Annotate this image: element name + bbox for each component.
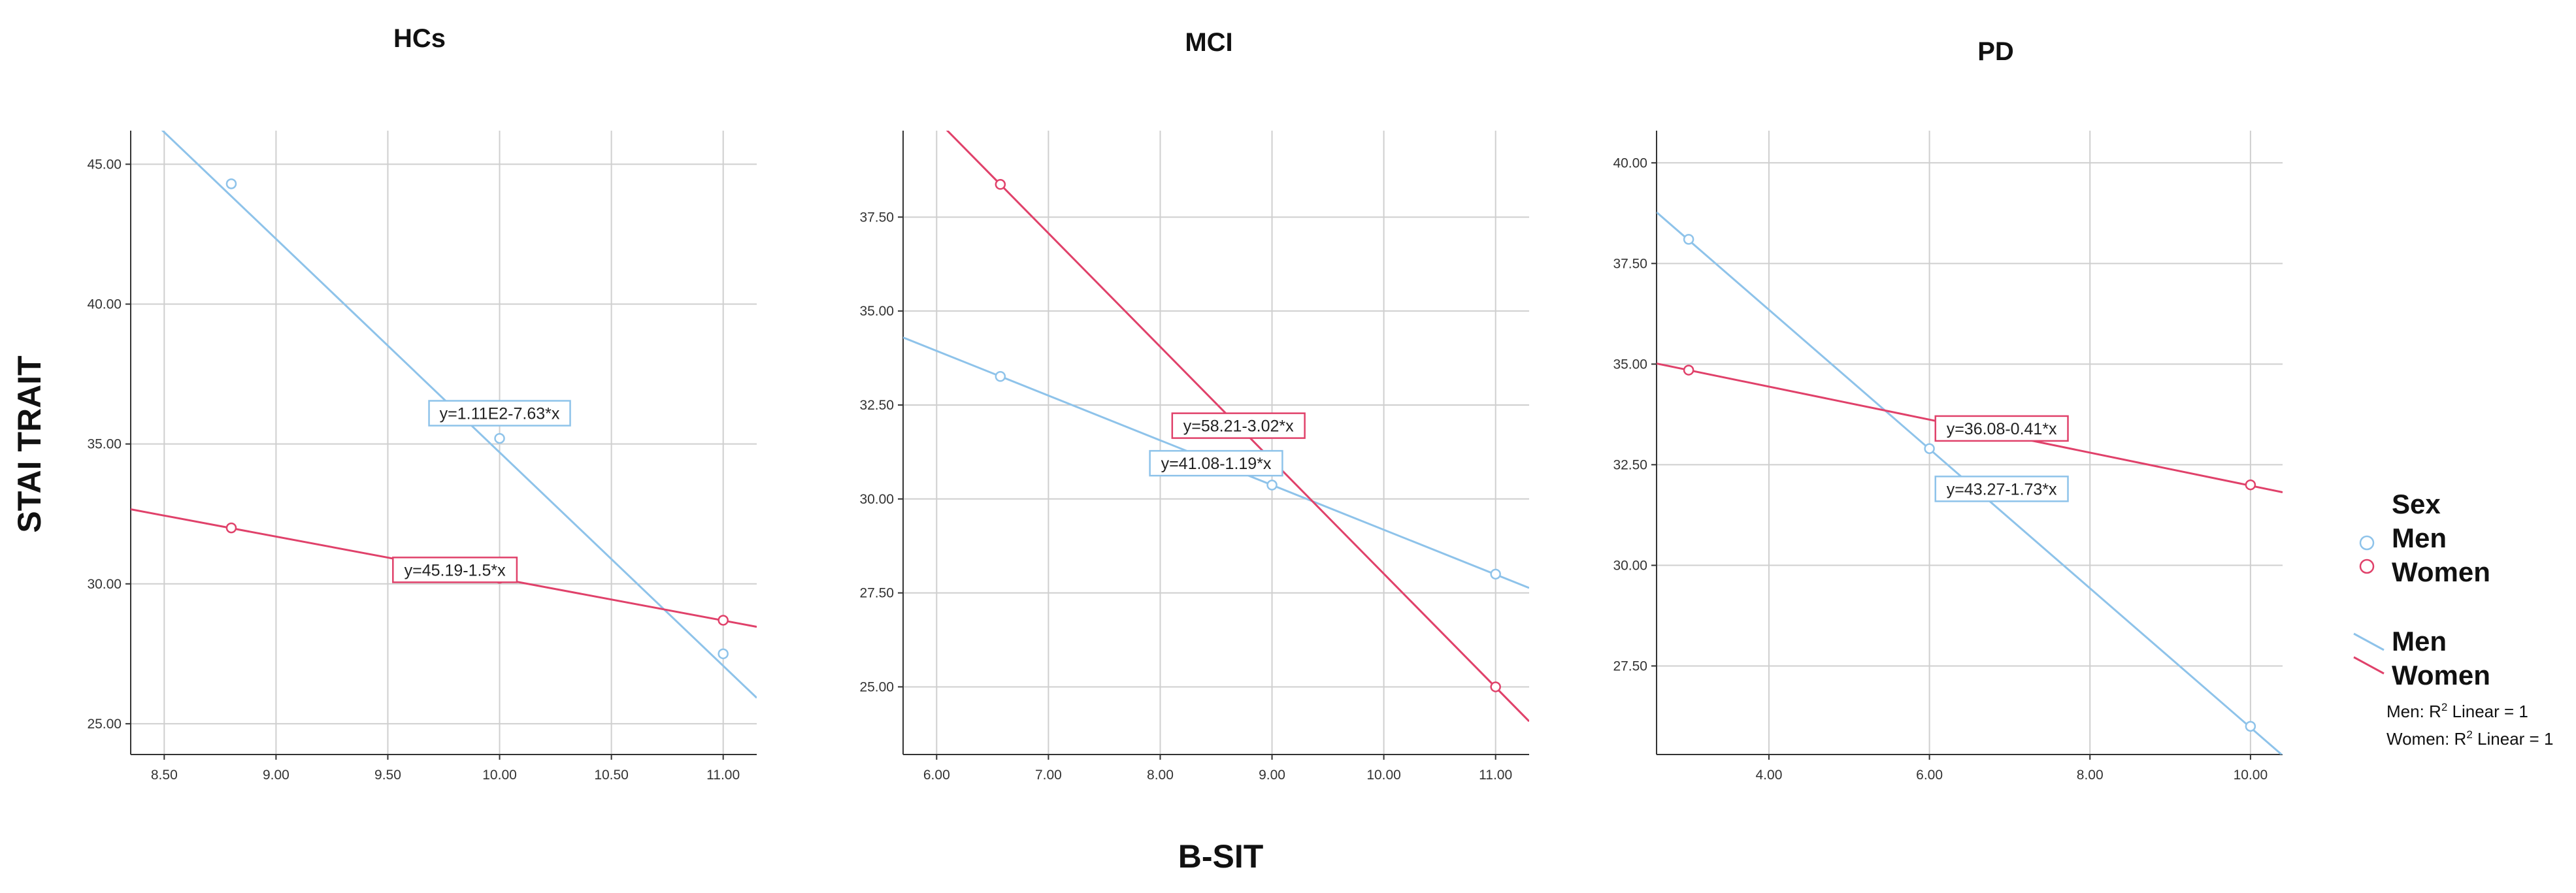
x-tick-label-pd: 4.00 (1756, 768, 1783, 783)
data-point-women-hcs (718, 615, 729, 626)
data-point-men-pd (1924, 443, 1935, 454)
equation-label-men-pd: y=43.27-1.73*x (1947, 480, 2057, 498)
data-point-men-hcs (718, 648, 729, 660)
y-tick-label-pd: 37.50 (1613, 256, 1647, 271)
data-point-women-mci (995, 179, 1006, 190)
y-tick-label-pd: 32.50 (1613, 457, 1647, 472)
x-tick-label-hcs: 8.50 (151, 768, 178, 783)
data-point-men-hcs (494, 432, 505, 444)
y-tick-label-mci: 32.50 (859, 398, 894, 413)
equation-box-women-pd (1934, 415, 2069, 442)
data-point-men-hcs (225, 178, 237, 189)
panels: HCs 8.50 9.00 9.50 10.00 10.50 11.00 25.00 30.00… (87, 24, 2283, 783)
data-point-women-pd (2245, 479, 2256, 491)
y-tick-label-pd: 35.00 (1613, 357, 1647, 372)
x-tick-label-hcs: 9.00 (263, 768, 289, 783)
y-tick-label-pd: 30.00 (1613, 558, 1647, 573)
y-tick-label-hcs: 40.00 (87, 297, 122, 312)
y-tick-label-pd: 40.00 (1613, 155, 1647, 170)
x-tick-label-hcs: 9.50 (374, 768, 401, 783)
legend-marker-women-icon (2359, 559, 2375, 574)
legend-line-women-icon (2353, 656, 2385, 675)
panel-title-hcs: HCs (393, 24, 446, 53)
x-tick-label-hcs: 10.00 (482, 768, 517, 783)
equation-box-men-pd (1934, 476, 2069, 502)
y-tick-label-pd: 27.50 (1613, 658, 1647, 674)
legend: Sex Men Women Men Women Men: R2 Linear =… (2353, 489, 2553, 749)
y-tick-label-hcs: 35.00 (87, 437, 122, 452)
data-point-men-mci (1490, 568, 1501, 580)
x-tick-label-pd: 6.00 (1916, 768, 1943, 783)
legend-marker-label-men: Men (2392, 523, 2447, 553)
data-point-men-mci (1266, 479, 1278, 491)
x-tick-label-pd: 10.00 (2234, 768, 2268, 783)
legend-marker-label-women: Women (2392, 557, 2490, 587)
panel-pd: PD 4.00 6.00 8.00 10.00 27.50 30.00 32.50 35.00 3… (1613, 37, 2283, 783)
equation-label-women-mci: y=58.21-3.02*x (1183, 417, 1294, 436)
x-tick-label-mci: 7.00 (1035, 768, 1062, 783)
equation-box-women-hcs (392, 557, 518, 583)
data-point-women-hcs (225, 522, 237, 534)
fit-line-women-mci (946, 131, 1529, 723)
legend-title: Sex (2392, 489, 2441, 519)
x-tick-label-mci: 9.00 (1259, 768, 1285, 783)
y-tick-label-mci: 35.00 (859, 304, 894, 319)
legend-r2-women: Women: R2 Linear = 1 (2386, 728, 2553, 749)
fit-line-men-hcs (161, 131, 757, 699)
y-axis-label: STAI TRAIT (11, 355, 48, 532)
x-tick-label-mci: 11.00 (1479, 768, 1512, 783)
panel-hcs: HCs 8.50 9.00 9.50 10.00 10.50 11.00 25.00 30.00… (87, 24, 757, 783)
equation-box-men-mci (1149, 449, 1283, 477)
legend-line-label-men: Men (2392, 626, 2447, 657)
data-point-men-pd (2245, 721, 2256, 732)
equation-label-women-hcs: y=45.19-1.5*x (405, 561, 506, 579)
x-tick-label-pd: 8.00 (2077, 768, 2104, 783)
equation-label-men-hcs: y=1.11E2-7.63*x (440, 405, 560, 423)
y-tick-label-hcs: 30.00 (87, 577, 122, 592)
legend-r2-men: Men: R2 Linear = 1 (2386, 701, 2528, 721)
data-point-men-pd (1683, 234, 1694, 245)
x-tick-label-mci: 10.00 (1366, 768, 1401, 783)
legend-line-men-icon (2353, 632, 2385, 651)
equation-label-women-pd: y=36.08-0.41*x (1947, 420, 2057, 438)
x-axis-label: B-SIT (1178, 838, 1264, 875)
legend-marker-men-icon (2359, 535, 2375, 551)
data-point-women-mci (1490, 681, 1501, 692)
y-tick-label-hcs: 25.00 (87, 717, 122, 732)
panel-title-mci: MCI (1185, 28, 1232, 57)
data-point-women-pd (1683, 365, 1694, 376)
panel-title-pd: PD (1977, 37, 2014, 66)
x-tick-label-hcs: 10.50 (594, 768, 629, 783)
x-tick-label-mci: 6.00 (923, 768, 950, 783)
y-tick-label-mci: 37.50 (859, 210, 894, 225)
y-tick-label-mci: 30.00 (859, 492, 894, 507)
x-tick-label-hcs: 11.00 (706, 768, 740, 783)
y-tick-label-hcs: 45.00 (87, 157, 122, 172)
y-tick-label-mci: 27.50 (859, 586, 894, 601)
equation-box-women-mci (1171, 412, 1306, 439)
equation-box-men-hcs (428, 400, 571, 427)
x-tick-label-mci: 8.00 (1147, 768, 1174, 783)
data-point-men-mci (995, 370, 1006, 382)
y-tick-label-mci: 25.00 (859, 679, 894, 694)
legend-line-label-women: Women (2392, 660, 2490, 690)
equation-label-men-mci: y=41.08-1.19*x (1161, 455, 1272, 473)
panel-mci: MCI 6.00 7.00 8.00 9.00 10.00 11.00 25.00 27.50 3… (859, 28, 1529, 783)
